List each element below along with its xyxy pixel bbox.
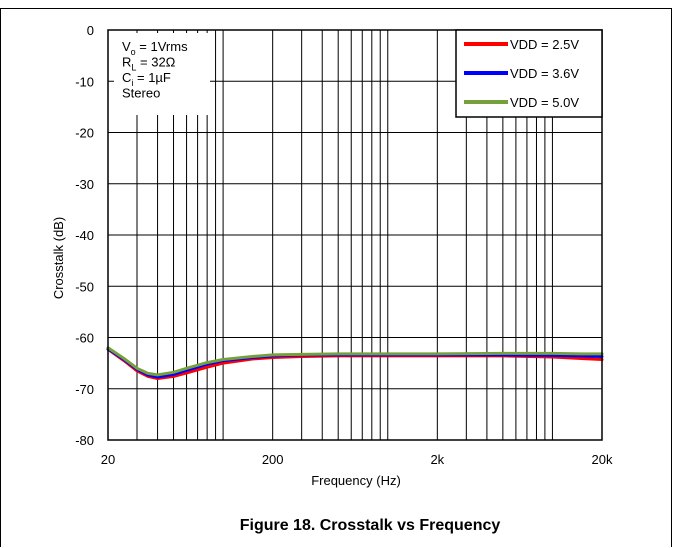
y-tick-label-3: -30: [75, 177, 94, 192]
annotation-line-2: Ci = 1µF: [122, 70, 171, 88]
plot-area-border: [107, 29, 603, 441]
y-tick-label-1: -10: [75, 74, 94, 89]
x-axis-label: Frequency (Hz): [311, 473, 401, 488]
y-tick-label-0: 0: [87, 23, 94, 38]
annotation-line-0: Vo = 1Vrms: [122, 39, 188, 57]
annotation-line-3: Stereo: [122, 86, 160, 101]
x-tick-label-1: 200: [262, 452, 284, 467]
x-tick-label-2: 2k: [430, 452, 444, 467]
series-line-2: [106, 346, 604, 377]
y-tick-label-5: -50: [75, 279, 94, 294]
legend-label-1: VDD = 3.6V: [510, 66, 579, 81]
annotation-background: [114, 33, 210, 115]
series-layer: [106, 346, 604, 380]
x-tick-label-3: 20k: [592, 452, 613, 467]
y-tick-labels: 0 -10 -20 -30 -40 -50 -60 -70 -80: [75, 23, 94, 448]
y-axis-label: Crosstalk (dB): [51, 217, 66, 299]
x-tick-label-0: 20: [101, 452, 115, 467]
y-tick-label-4: -40: [75, 228, 94, 243]
legend: VDD = 2.5V VDD = 3.6V VDD = 5.0V: [455, 29, 603, 118]
legend-label-2: VDD = 5.0V: [510, 95, 579, 110]
y-tick-label-7: -70: [75, 382, 94, 397]
y-tick-label-8: -80: [75, 433, 94, 448]
y-tick-label-6: -60: [75, 331, 94, 346]
annotation-line-1: RL = 32Ω: [122, 55, 176, 73]
figure-caption: Figure 18. Crosstalk vs Frequency: [240, 517, 501, 534]
y-tick-label-2: -20: [75, 126, 94, 141]
legend-label-0: VDD = 2.5V: [510, 37, 579, 52]
x-tick-labels: 20 200 2k 20k: [101, 452, 613, 467]
